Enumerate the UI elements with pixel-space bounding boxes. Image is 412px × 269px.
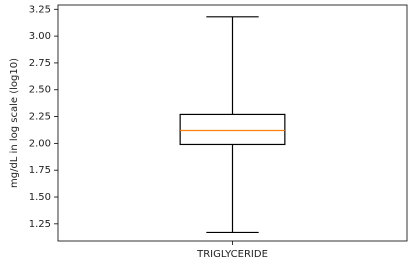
y-tick-label: 2.75: [29, 58, 51, 69]
y-tick-label: 2.25: [29, 112, 51, 123]
y-tick-label: 1.75: [29, 165, 51, 176]
y-axis-label: mg/dL in log scale (log10): [9, 58, 20, 188]
x-tick-label: TRIGLYCERIDE: [196, 249, 268, 260]
y-tick-label: 2.50: [29, 85, 51, 96]
y-tick-label: 2.00: [29, 138, 51, 149]
y-tick-label: 3.00: [29, 31, 51, 42]
box: [179, 113, 286, 146]
y-tick-label: 1.50: [29, 192, 51, 203]
y-tick-label: 3.25: [29, 4, 51, 15]
y-tick-label: 1.25: [29, 219, 51, 230]
